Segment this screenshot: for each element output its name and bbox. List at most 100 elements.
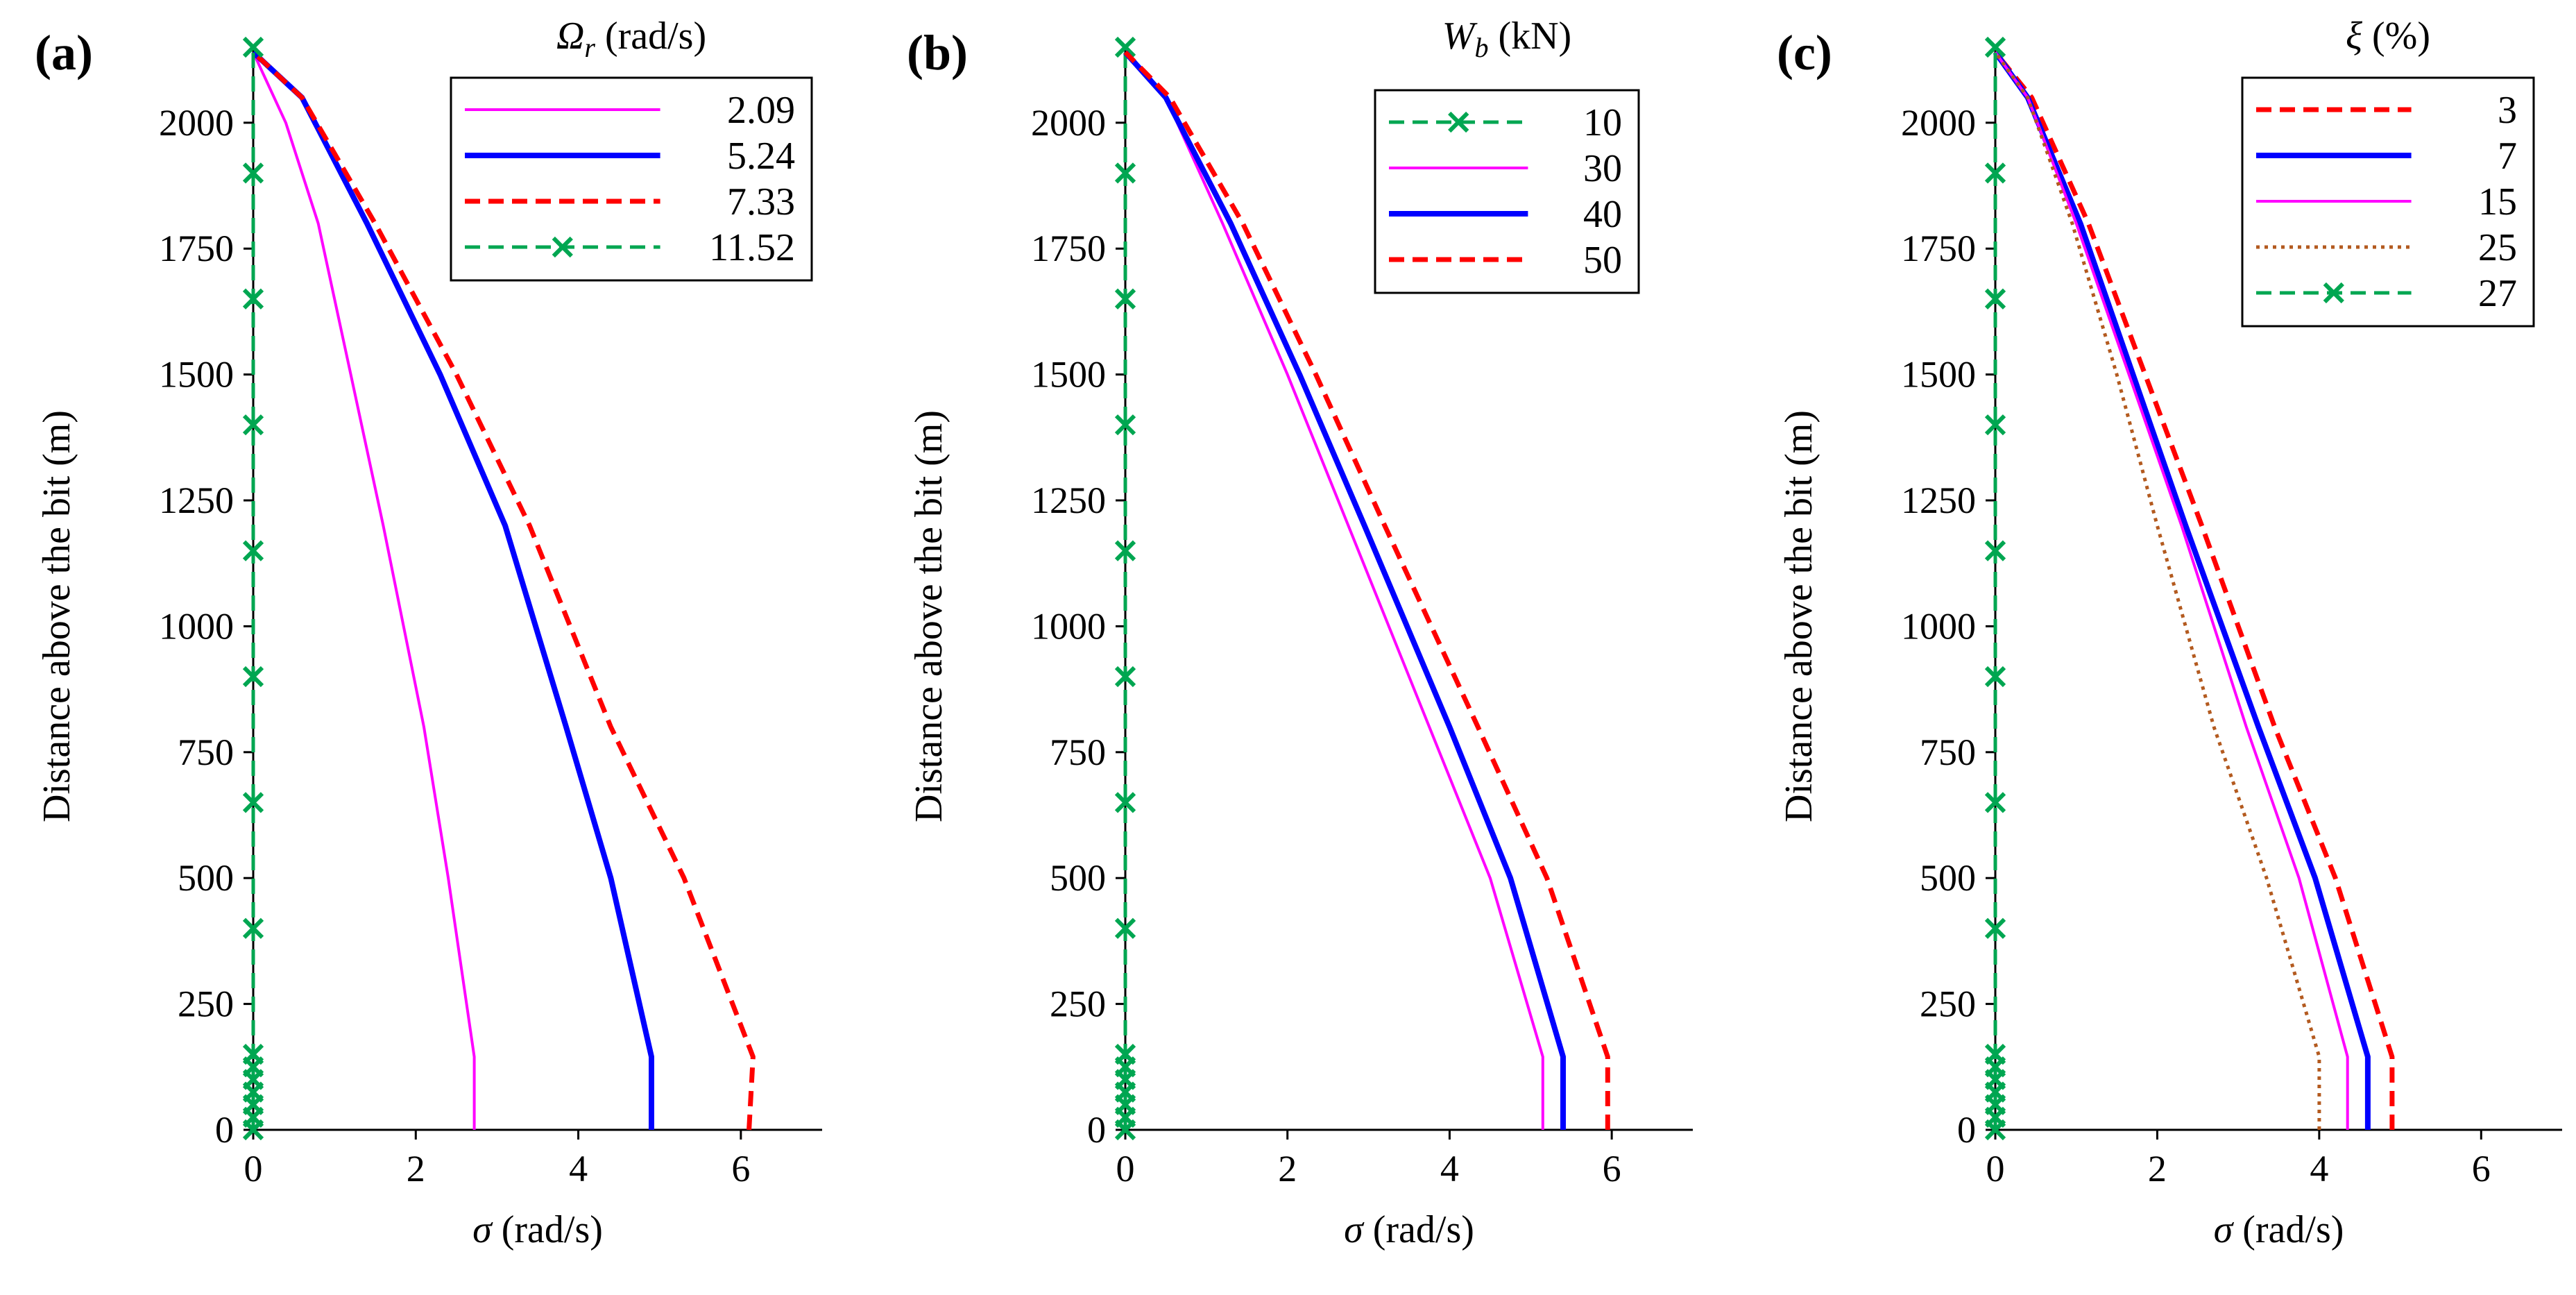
legend-title: Ωr (rad/s) [556,15,706,63]
y-tick-label: 500 [1050,857,1106,899]
data-point-marker [242,162,264,184]
x-tick-label: 0 [1116,1148,1135,1190]
y-tick-label: 1250 [159,480,234,521]
y-tick-label: 1000 [1901,605,1976,647]
y-tick-label: 1000 [1031,605,1106,647]
x-tick-label: 2 [1278,1148,1297,1190]
data-point-marker [242,288,264,310]
data-point-marker [1114,917,1136,939]
y-tick-label: 1500 [1901,354,1976,396]
data-point-marker [1114,792,1136,813]
data-point-marker [242,792,264,813]
data-point-marker [1114,414,1136,436]
data-point-marker [1984,1044,2006,1065]
y-tick-label: 0 [1957,1109,1976,1151]
legend-entry-label: 11.52 [709,226,795,269]
data-point-marker [242,36,264,58]
legend-entry-label: 27 [2478,272,2517,315]
y-axis-title: Distance above the bit (m) [1777,410,1820,822]
y-tick-label: 1500 [1031,354,1106,396]
legend-title: ξ (%) [2346,15,2430,58]
data-point-marker [1984,917,2006,939]
y-axis-title: Distance above the bit (m) [35,410,78,822]
x-axis-title: σ (rad/s) [472,1208,603,1251]
y-tick-label: 1750 [1031,228,1106,269]
y-tick-label: 750 [178,731,234,773]
data-point-marker [1114,162,1136,184]
legend-entry-label: 50 [1583,239,1622,282]
series-line-2.09 [252,51,476,1130]
y-tick-label: 1500 [159,354,234,396]
y-tick-label: 2000 [159,102,234,144]
y-tick-label: 250 [1920,983,1976,1025]
data-point-marker [242,917,264,939]
legend-entry-label: 25 [2478,226,2517,269]
panel-label: (b) [907,25,968,81]
legend-title: Wb (kN) [1442,15,1571,63]
data-point-marker [1114,1044,1136,1065]
y-tick-label: 1000 [159,605,234,647]
y-tick-label: 500 [178,857,234,899]
x-axis-title: σ (rad/s) [2214,1208,2344,1251]
x-tick-label: 0 [1986,1148,2005,1190]
data-point-marker [1114,288,1136,310]
y-tick-label: 2000 [1901,102,1976,144]
y-tick-label: 0 [1087,1109,1106,1151]
chart-panel-2: 0 250 500 750 1000 1250 1500 1750 2000 0 2 4 6 σ (rad… [907,15,1693,1251]
legend-entry-label: 2.09 [727,89,795,132]
x-tick-label: 6 [1603,1148,1621,1190]
data-point-marker [1984,36,2006,58]
panel-label: (a) [35,25,93,81]
data-point-marker [1114,36,1136,58]
legend-marker [1448,111,1469,133]
y-tick-label: 500 [1920,857,1976,899]
data-point-marker [1984,792,2006,813]
y-tick-label: 0 [215,1109,234,1151]
legend-entry-label: 3 [2498,89,2517,132]
legend-entry-label: 7.33 [727,180,795,223]
x-tick-label: 4 [569,1148,588,1190]
legend-entry-label: 15 [2478,180,2517,223]
data-point-marker [1984,666,2006,688]
data-point-marker [1984,288,2006,310]
series-line-15 [1994,51,2349,1130]
y-tick-label: 2000 [1031,102,1106,144]
legend-entry-label: 5.24 [727,135,795,178]
y-tick-label: 1250 [1901,480,1976,521]
data-point-marker [242,1044,264,1065]
y-tick-label: 250 [178,983,234,1025]
chart-panel-1: 0 250 500 750 1000 1250 1500 1750 2000 0 2 4 6 σ (rad… [35,15,822,1251]
x-tick-label: 4 [2310,1148,2328,1190]
data-point-marker [1984,540,2006,561]
series-line-50 [1123,50,1610,1130]
x-tick-label: 0 [244,1148,263,1190]
x-axis-title: σ (rad/s) [1344,1208,1474,1251]
data-point-marker [242,414,264,436]
series-line-3 [1993,51,2395,1130]
y-tick-label: 1250 [1031,480,1106,521]
x-tick-label: 2 [407,1148,425,1190]
chart-panel-3: 0 250 500 750 1000 1250 1500 1750 2000 0 2 4 6 σ (rad… [1777,15,2562,1251]
series-line-7.33 [251,50,756,1131]
y-tick-label: 1750 [1901,228,1976,269]
x-tick-label: 2 [2148,1148,2167,1190]
legend-entry-label: 10 [1583,101,1622,144]
x-tick-label: 4 [1440,1148,1459,1190]
panel-label: (c) [1777,25,1832,81]
y-tick-label: 750 [1050,731,1106,773]
data-point-marker [1984,162,2006,184]
legend-entry-label: 7 [2498,135,2517,178]
data-point-marker [242,540,264,561]
legend-marker [2323,282,2344,304]
data-point-marker [1114,540,1136,561]
x-tick-label: 6 [731,1148,750,1190]
y-axis-title: Distance above the bit (m) [907,410,950,822]
data-point-marker [1114,666,1136,688]
y-tick-label: 750 [1920,731,1976,773]
legend-marker [552,236,573,258]
y-tick-label: 1750 [159,228,234,269]
